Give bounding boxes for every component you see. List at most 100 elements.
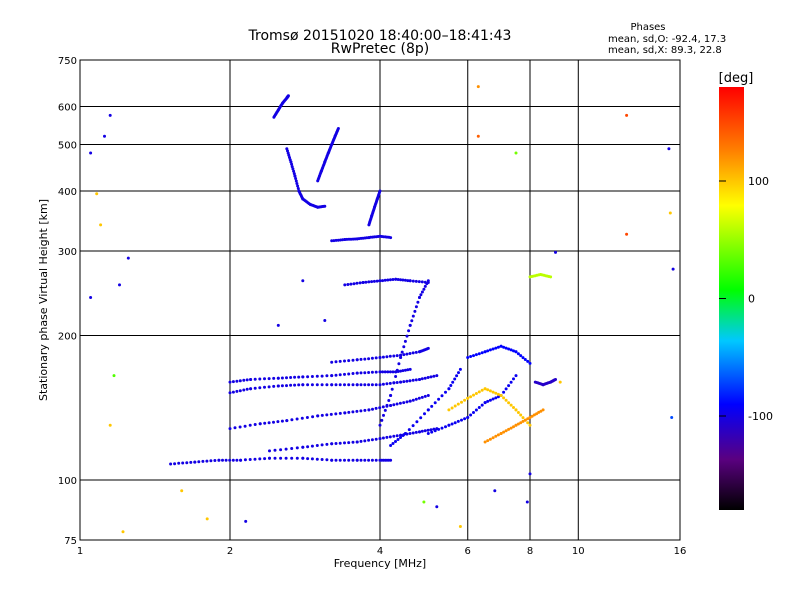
data-point xyxy=(231,390,235,394)
data-point xyxy=(370,370,374,374)
data-point xyxy=(491,347,495,351)
data-point xyxy=(355,458,359,462)
data-point xyxy=(625,232,629,236)
data-point xyxy=(364,280,368,284)
data-point xyxy=(243,458,247,462)
data-point xyxy=(286,94,290,98)
data-point xyxy=(363,458,367,462)
data-point xyxy=(89,296,93,299)
data-point xyxy=(514,374,518,378)
data-point xyxy=(310,375,314,378)
data-point xyxy=(383,278,387,282)
data-point xyxy=(301,279,305,283)
x-tick-label: 6 xyxy=(465,546,471,557)
data-point xyxy=(521,416,525,420)
data-point xyxy=(258,377,262,381)
data-point xyxy=(419,416,423,420)
data-point xyxy=(381,405,385,409)
data-point xyxy=(316,414,320,418)
data-point xyxy=(228,391,232,395)
data-point xyxy=(499,394,503,397)
data-point xyxy=(383,408,387,412)
data-point xyxy=(414,350,418,354)
data-point xyxy=(338,373,342,377)
data-point xyxy=(378,279,382,283)
data-point xyxy=(423,376,427,380)
data-point xyxy=(502,430,506,434)
data-point xyxy=(430,430,434,434)
data-point xyxy=(332,239,336,243)
data-point xyxy=(273,456,277,460)
data-point xyxy=(395,354,399,358)
data-point xyxy=(507,401,511,405)
data-point xyxy=(343,372,346,376)
data-point xyxy=(284,456,288,460)
y-axis-label: Stationary phase Virtual Height [km] xyxy=(37,199,50,401)
data-point xyxy=(293,375,297,379)
data-point xyxy=(401,434,405,437)
data-point xyxy=(512,349,515,353)
data-point xyxy=(388,354,392,358)
data-point xyxy=(395,402,399,406)
data-point xyxy=(499,344,503,348)
data-point xyxy=(486,439,490,443)
data-point xyxy=(338,383,342,387)
data-point xyxy=(267,377,271,381)
data-point xyxy=(472,411,475,414)
data-point xyxy=(367,371,371,374)
data-point xyxy=(347,372,351,376)
data-point xyxy=(126,256,130,260)
y-tick-label: 600 xyxy=(58,103,77,114)
data-point xyxy=(389,394,393,397)
data-point xyxy=(181,461,185,465)
data-point xyxy=(378,356,382,359)
data-point xyxy=(483,401,487,405)
data-point xyxy=(526,421,530,425)
data-point xyxy=(507,384,511,388)
data-point xyxy=(472,354,475,358)
data-point xyxy=(426,376,430,379)
data-point xyxy=(253,377,257,381)
data-point xyxy=(491,436,495,440)
data-point xyxy=(483,350,487,354)
data-point xyxy=(320,383,324,387)
data-point xyxy=(386,278,390,282)
data-point xyxy=(519,421,523,425)
data-point xyxy=(248,423,252,427)
data-point xyxy=(488,348,492,352)
data-point xyxy=(426,394,430,397)
data-point xyxy=(670,416,674,419)
data-point xyxy=(334,412,338,416)
data-point xyxy=(95,192,99,196)
data-point xyxy=(263,377,266,381)
data-point xyxy=(417,280,421,284)
data-point xyxy=(417,396,421,400)
data-point xyxy=(516,411,520,414)
data-point xyxy=(408,367,412,371)
data-point xyxy=(363,439,367,443)
data-point xyxy=(488,437,492,441)
data-point xyxy=(334,442,338,445)
data-points xyxy=(89,85,675,534)
data-point xyxy=(528,416,532,419)
data-point xyxy=(330,374,334,378)
data-point xyxy=(197,460,201,464)
data-point xyxy=(231,458,235,462)
data-point xyxy=(374,437,378,441)
data-point xyxy=(290,456,294,460)
data-point xyxy=(388,435,392,439)
data-point xyxy=(450,422,454,426)
x-tick-label: 10 xyxy=(572,546,585,557)
x-axis-label: Frequency [MHz] xyxy=(334,557,426,570)
data-point xyxy=(420,395,424,399)
data-point xyxy=(400,350,404,354)
data-point xyxy=(351,383,355,387)
data-point xyxy=(370,438,374,442)
data-point xyxy=(343,458,346,462)
data-point xyxy=(398,401,402,405)
data-point xyxy=(422,287,426,291)
data-point xyxy=(338,411,342,415)
data-point xyxy=(285,419,289,423)
data-point xyxy=(355,281,359,285)
data-point xyxy=(455,374,459,378)
